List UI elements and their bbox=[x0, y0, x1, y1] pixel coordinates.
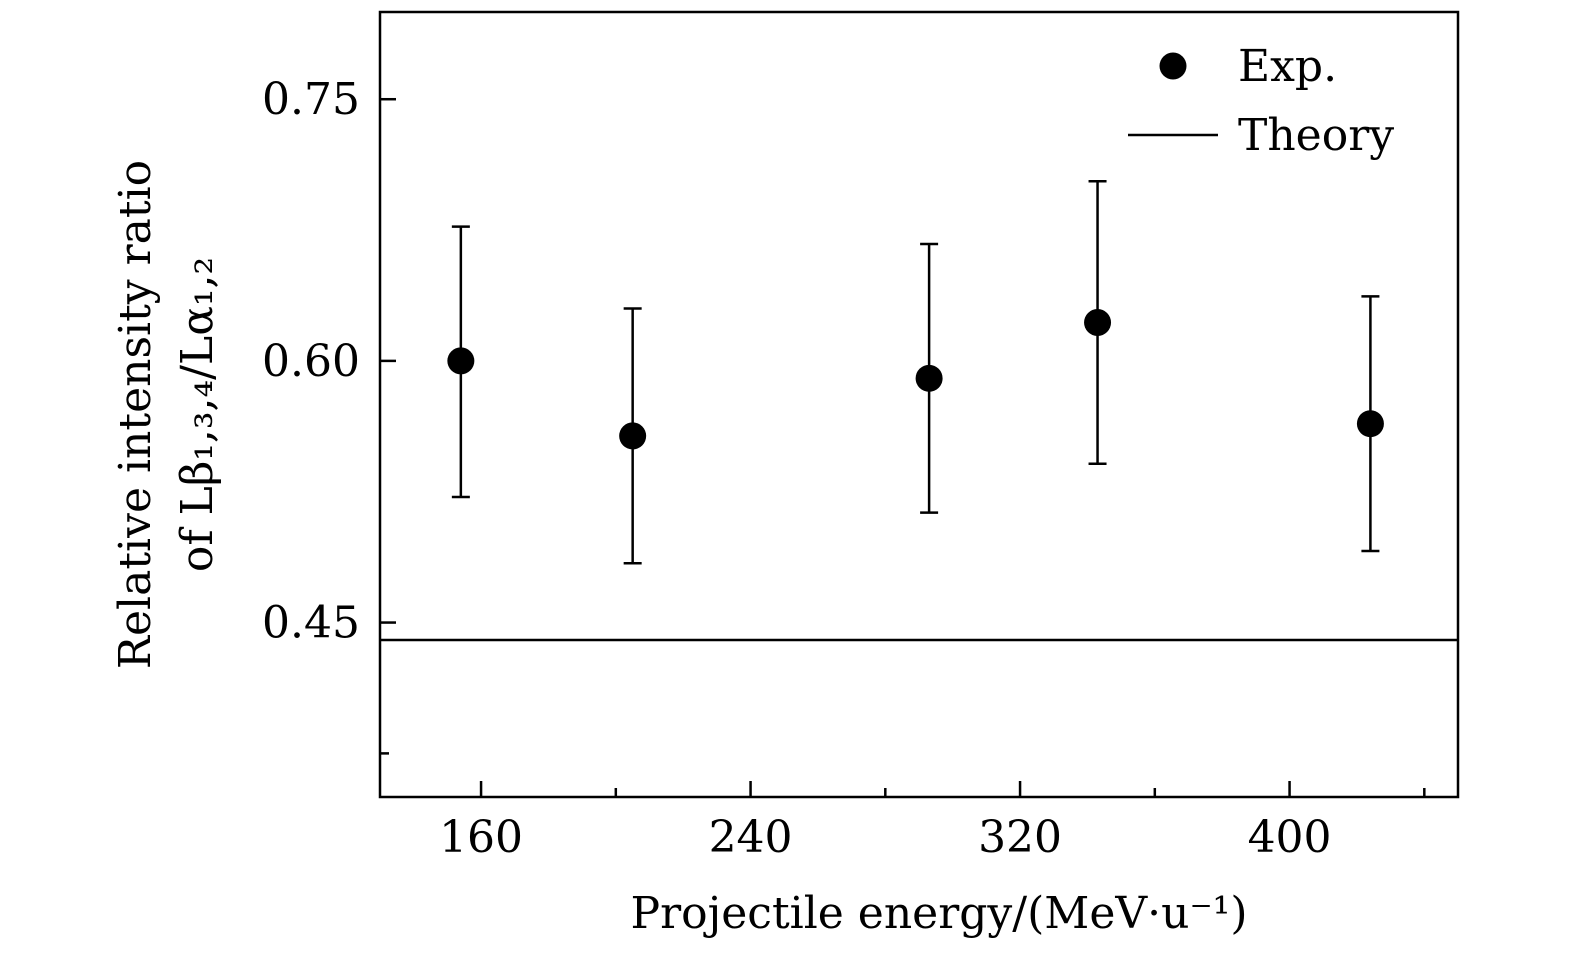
data-points-layer bbox=[447, 179, 1384, 565]
y-axis-label-line2: of Lβ₁,₃,₄/Lα₁,₂ bbox=[172, 257, 223, 572]
legend-theory-label: Theory bbox=[1238, 110, 1394, 161]
x-tick-label: 400 bbox=[1248, 812, 1332, 863]
data-point bbox=[1356, 410, 1384, 438]
data-point-group bbox=[619, 307, 647, 565]
data-point bbox=[447, 347, 475, 375]
ticks-layer bbox=[380, 97, 1426, 797]
data-point bbox=[1084, 309, 1112, 337]
x-tick-label: 320 bbox=[978, 812, 1062, 863]
x-axis-label: Projectile energy/(MeV·u⁻¹) bbox=[631, 888, 1248, 939]
data-point bbox=[915, 364, 943, 392]
y-tick-label: 0.45 bbox=[262, 598, 360, 649]
data-point-group bbox=[1356, 295, 1384, 553]
labels-layer: 160 240 320 400 0.45 0.60 0.75 Projectile energ… bbox=[110, 74, 1332, 939]
y-tick-label: 0.75 bbox=[262, 74, 360, 125]
y-tick-label: 0.60 bbox=[262, 336, 360, 387]
data-point-group bbox=[915, 242, 943, 514]
legend-exp-marker bbox=[1159, 52, 1187, 80]
data-point-group bbox=[1084, 179, 1112, 466]
data-point bbox=[619, 422, 647, 450]
plot-frame bbox=[378, 10, 1460, 799]
x-tick-label: 160 bbox=[439, 812, 523, 863]
legend: Exp. Theory bbox=[1128, 41, 1394, 161]
data-point-group bbox=[447, 225, 475, 499]
legend-exp-label: Exp. bbox=[1238, 41, 1337, 92]
x-tick-label: 240 bbox=[709, 812, 793, 863]
y-axis-label-line1: Relative intensity ratio bbox=[110, 160, 161, 669]
plot-layer bbox=[378, 10, 1460, 799]
